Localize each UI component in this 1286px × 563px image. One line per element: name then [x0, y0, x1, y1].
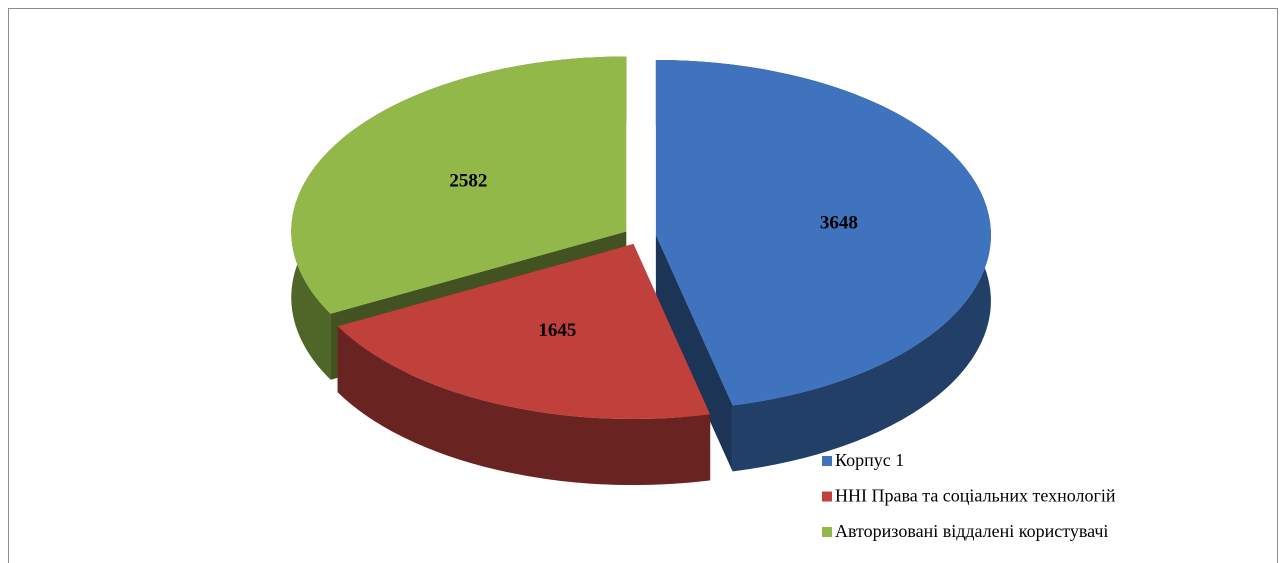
pie-slice — [291, 56, 627, 314]
legend-swatch — [822, 527, 832, 537]
value-label: 1645 — [538, 320, 576, 341]
value-label: 2582 — [449, 170, 487, 191]
legend-label: ННІ Права та соціальних технологій — [835, 486, 1116, 506]
legend-label: Корпус 1 — [835, 450, 904, 470]
value-label: 3648 — [820, 212, 858, 233]
slice-side — [337, 326, 711, 486]
chart-frame — [8, 8, 1278, 563]
legend-swatch — [822, 456, 832, 466]
pie-slice — [655, 59, 991, 406]
slice-side-shade — [337, 326, 711, 486]
legend-label: Авторизовані віддалені користувачі — [835, 521, 1108, 541]
pie-slice — [337, 244, 711, 420]
legend-swatch — [822, 491, 832, 502]
slice-wall-shade — [655, 234, 733, 472]
